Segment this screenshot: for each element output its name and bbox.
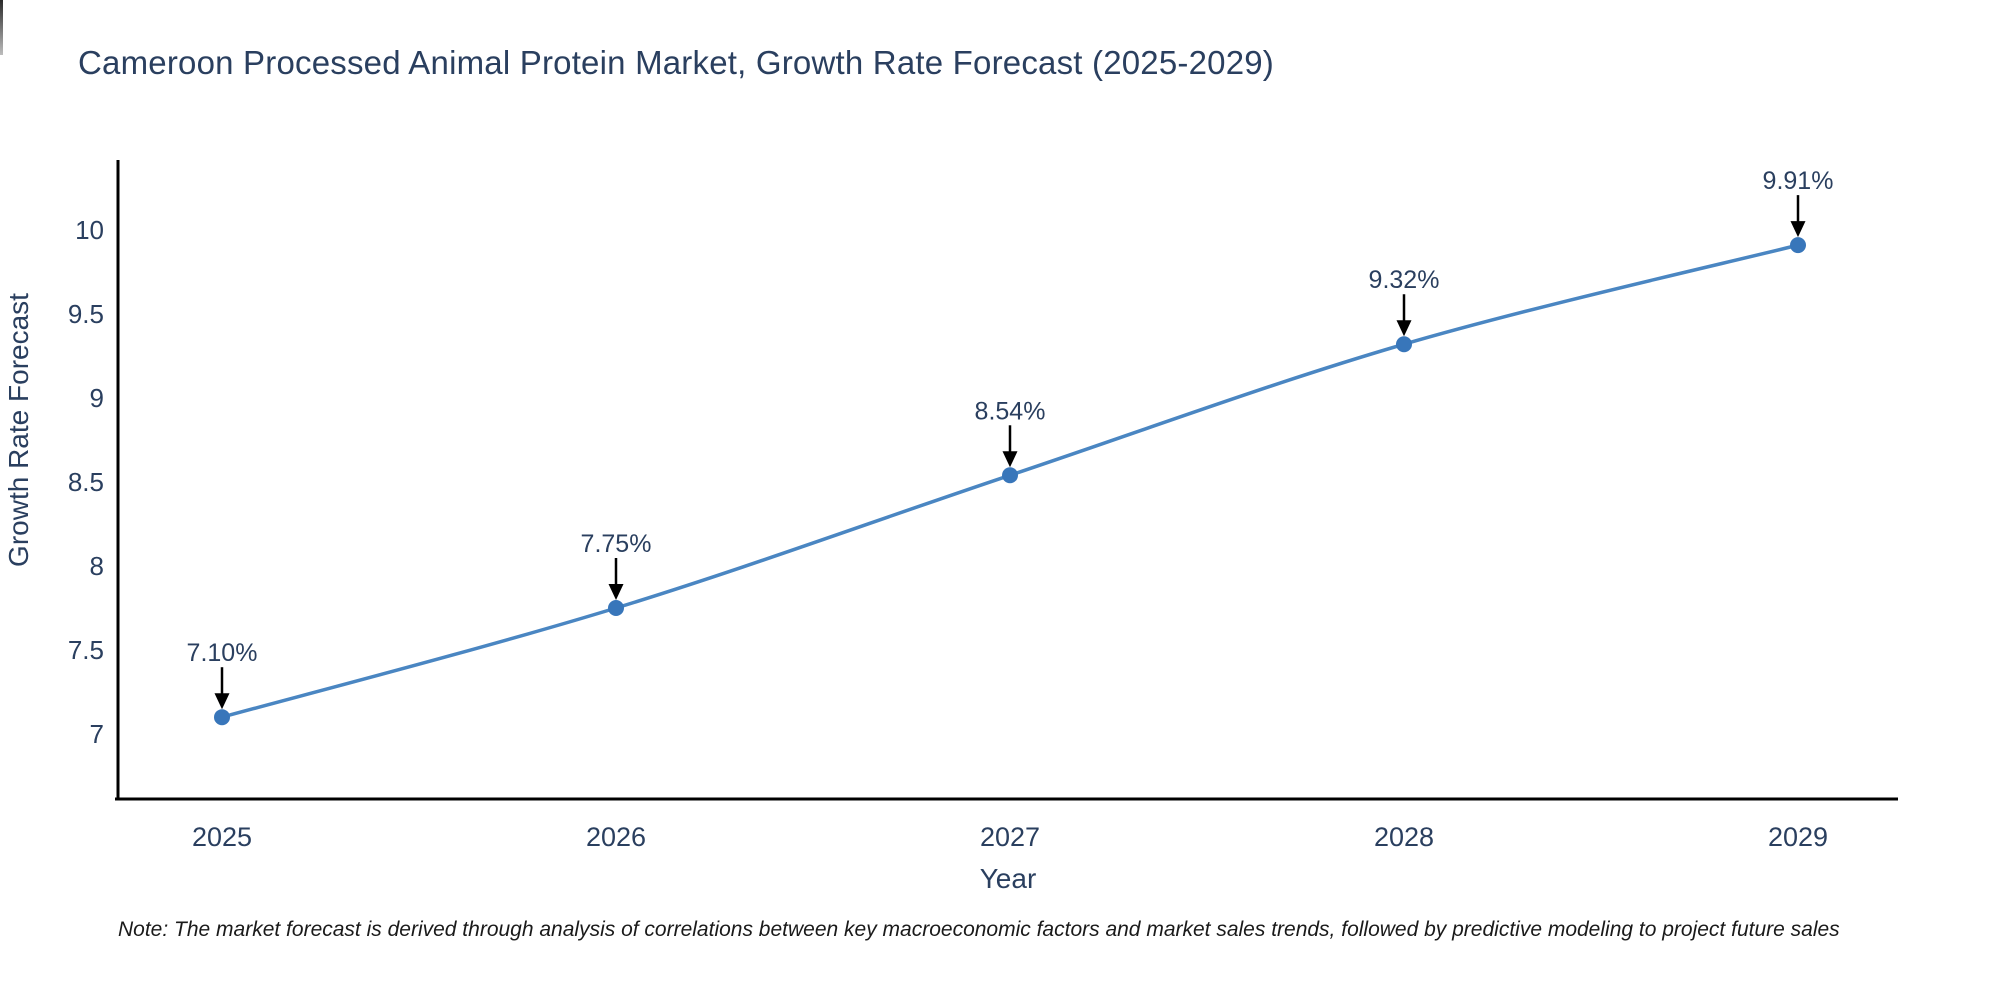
- y-tick-label: 9.5: [68, 299, 104, 329]
- x-tick-label: 2029: [1768, 822, 1828, 852]
- y-tick-label: 10: [75, 215, 104, 245]
- y-tick-label: 7: [90, 719, 104, 749]
- point-annotation-label: 7.75%: [581, 530, 652, 558]
- x-tick-label: 2025: [192, 822, 252, 852]
- data-point[interactable]: [608, 600, 624, 616]
- chart-title: Cameroon Processed Animal Protein Market…: [78, 44, 1274, 81]
- point-annotation-label: 9.91%: [1763, 167, 1834, 195]
- x-tick-label: 2027: [980, 822, 1040, 852]
- annotation-arrowhead-icon: [214, 693, 230, 710]
- annotation-arrowhead-icon: [1790, 221, 1806, 238]
- screen-edge-artifact: [0, 0, 3, 55]
- data-point[interactable]: [214, 709, 230, 726]
- data-point[interactable]: [1396, 336, 1412, 353]
- chart-note: Note: The market forecast is derived thr…: [118, 918, 1840, 941]
- point-annotation-label: 9.32%: [1369, 266, 1440, 294]
- x-tick-label: 2026: [586, 822, 646, 852]
- y-tick-label: 8: [90, 551, 104, 581]
- annotation-arrowhead-icon: [608, 584, 624, 600]
- data-point[interactable]: [1002, 467, 1018, 484]
- x-tick-label: 2028: [1374, 822, 1434, 852]
- point-annotation-label: 7.10%: [187, 639, 258, 667]
- annotation-arrowhead-icon: [1396, 320, 1412, 337]
- y-tick-label: 7.5: [68, 635, 104, 665]
- x-axis-title: Year: [980, 863, 1037, 894]
- annotation-arrowhead-icon: [1002, 451, 1018, 468]
- data-point[interactable]: [1790, 237, 1806, 254]
- y-tick-label: 9: [90, 383, 104, 413]
- point-annotation-label: 8.54%: [975, 397, 1046, 425]
- y-tick-label: 8.5: [68, 467, 104, 497]
- y-axis-title: Growth Rate Forecast: [3, 293, 34, 567]
